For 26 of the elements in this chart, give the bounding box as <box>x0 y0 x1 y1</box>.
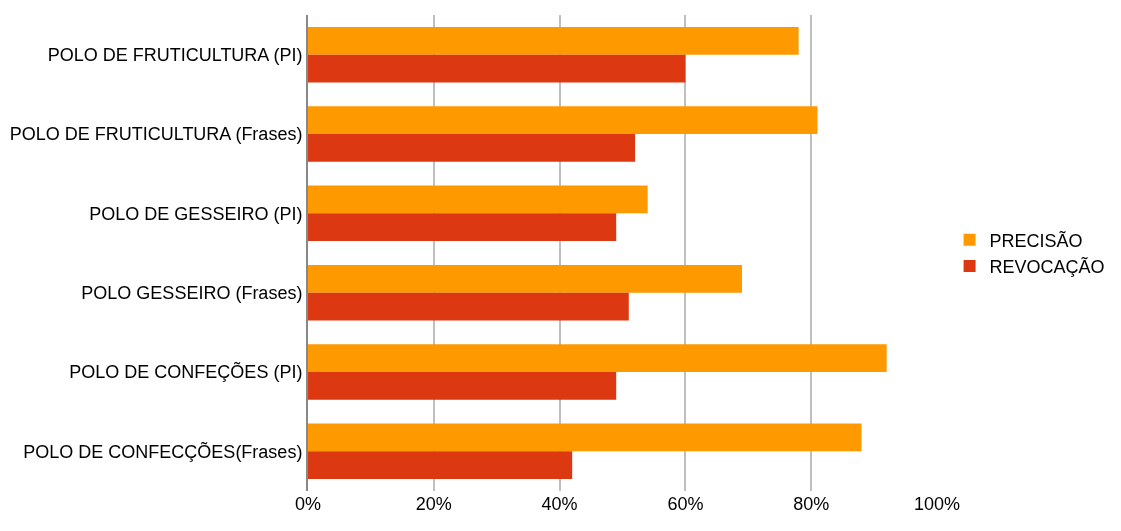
y-tick-label: POLO DE FRUTICULTURA (Frases) <box>9 124 303 145</box>
legend-label: REVOCAÇÃO <box>989 256 1105 278</box>
legend-label: PRECISÃO <box>989 229 1083 251</box>
x-tick-label: 100% <box>913 494 961 514</box>
bar <box>308 185 648 214</box>
bar <box>308 213 617 242</box>
bar <box>308 292 629 321</box>
y-tick-label: POLO GESSEIRO (Frases) <box>81 282 303 303</box>
bar <box>308 106 818 134</box>
bar <box>308 264 743 293</box>
bar <box>308 26 799 55</box>
y-tick-label: POLO DE FRUTICULTURA (PI) <box>47 44 303 65</box>
y-tick-label: POLO DE GESSEIRO (PI) <box>89 203 303 224</box>
bar <box>308 372 617 400</box>
bar <box>308 134 636 162</box>
x-tick-label: 40% <box>541 494 578 514</box>
bar <box>308 344 887 372</box>
bar <box>308 451 573 480</box>
y-tick-label: POLO DE CONFECÇÕES(Frases) <box>23 440 303 462</box>
x-tick-label: 60% <box>667 494 704 514</box>
x-tick-label: 80% <box>793 494 830 514</box>
x-tick-label: 0% <box>294 494 322 514</box>
x-tick-label: 20% <box>415 494 452 514</box>
bar <box>308 423 862 452</box>
y-tick-label: POLO DE CONFEÇÕES (PI) <box>69 361 303 383</box>
bar <box>308 54 686 83</box>
